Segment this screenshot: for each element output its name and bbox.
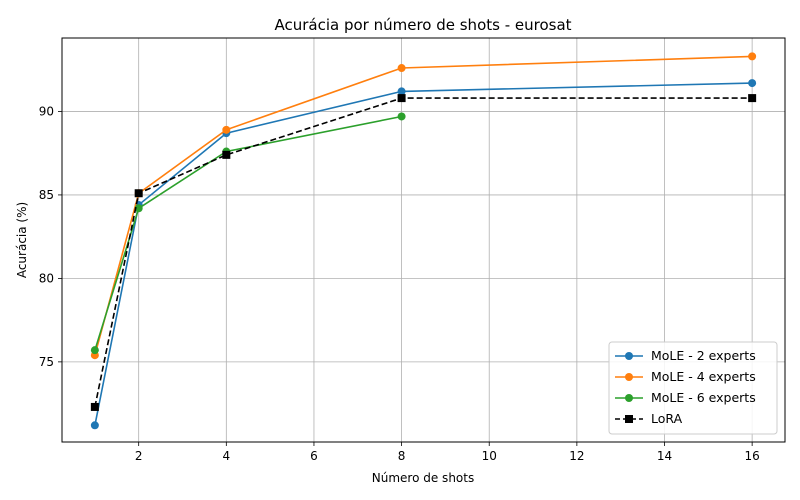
- data-point: [397, 112, 406, 121]
- data-point: [90, 421, 99, 430]
- data-point: [397, 87, 406, 96]
- data-point: [134, 204, 143, 213]
- legend-item: MoLE - 4 experts: [615, 369, 756, 384]
- legend-marker: [625, 373, 633, 381]
- x-axis: 2 4 6 8 10 12 14 16: [135, 442, 760, 463]
- legend-label: LoRA: [651, 411, 683, 426]
- series-4: [90, 94, 757, 411]
- y-axis-label: Acurácia (%): [15, 202, 29, 278]
- x-tick-label: 10: [482, 449, 497, 463]
- legend: MoLE - 2 experts MoLE - 4 experts MoLE - 6…: [608, 341, 778, 435]
- legend-box: [608, 341, 778, 435]
- y-tick-label: 85: [39, 188, 54, 202]
- x-tick-label: 4: [222, 449, 230, 463]
- data-point: [90, 346, 99, 355]
- chart-title: Acurácia por número de shots - eurosat: [274, 16, 571, 34]
- legend-label: MoLE - 6 experts: [651, 390, 756, 405]
- data-point: [748, 52, 757, 61]
- x-tick-label: 14: [657, 449, 672, 463]
- x-tick-label: 6: [310, 449, 318, 463]
- data-point: [397, 64, 406, 73]
- legend-marker: [625, 415, 633, 423]
- data-point: [90, 402, 99, 411]
- legend-label: MoLE - 4 experts: [651, 369, 756, 384]
- x-tick-label: 16: [744, 449, 759, 463]
- y-tick-label: 90: [39, 104, 54, 118]
- legend-marker: [625, 352, 633, 360]
- series-3: [90, 112, 406, 355]
- legend-item: LoRA: [615, 411, 683, 426]
- data-point: [748, 79, 757, 88]
- y-axis: 75 80 85 90: [39, 104, 62, 369]
- legend-item: MoLE - 6 experts: [615, 390, 756, 405]
- legend-item: MoLE - 2 experts: [615, 348, 756, 363]
- plot-frame: [61, 37, 786, 443]
- legend-marker: [625, 394, 633, 402]
- y-tick-label: 80: [39, 271, 54, 285]
- data-point: [748, 94, 757, 103]
- x-axis-label: Número de shots: [372, 471, 474, 485]
- y-tick-label: 75: [39, 355, 54, 369]
- x-tick-label: 12: [569, 449, 584, 463]
- series-layer: [90, 52, 757, 430]
- legend-label: MoLE - 2 experts: [651, 348, 756, 363]
- data-point: [222, 125, 231, 134]
- series-line: [94, 55, 753, 356]
- data-point: [222, 150, 231, 159]
- data-point: [134, 189, 143, 198]
- x-tick-label: 8: [398, 449, 406, 463]
- series-line: [94, 115, 402, 351]
- data-point: [397, 94, 406, 103]
- x-tick-label: 2: [135, 449, 143, 463]
- series-line: [94, 97, 753, 408]
